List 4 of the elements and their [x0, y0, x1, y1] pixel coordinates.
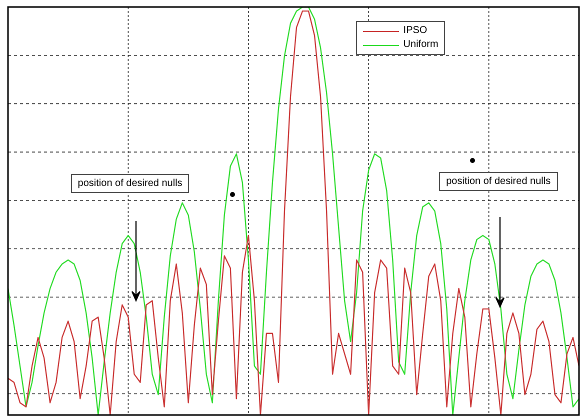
- annotation: position of desired nulls: [439, 172, 558, 192]
- legend-label: Uniform: [403, 38, 438, 52]
- annotation: position of desired nulls: [70, 174, 190, 194]
- legend-label: IPSO: [403, 24, 428, 38]
